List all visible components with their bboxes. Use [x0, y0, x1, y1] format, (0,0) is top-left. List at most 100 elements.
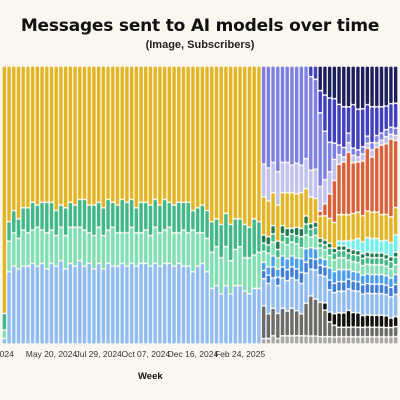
- bar-segment: [304, 262, 308, 273]
- bar-segment: [393, 66, 398, 103]
- bar-segment: [285, 245, 289, 259]
- bar-segment: [271, 267, 275, 278]
- bar-segment: [351, 105, 355, 148]
- bar-segment: [323, 216, 327, 240]
- bar-segment: [120, 263, 124, 344]
- bar-segment: [162, 230, 167, 263]
- bar-segment: [115, 233, 120, 266]
- bar-segment: [337, 291, 341, 313]
- bar-segment: [271, 193, 275, 226]
- bar-segment: [276, 241, 280, 249]
- bar-segment: [379, 327, 384, 337]
- bar-segment: [365, 327, 370, 337]
- bar-segment: [177, 263, 181, 344]
- bar-segment: [144, 263, 148, 344]
- bar-segment: [261, 251, 266, 262]
- x-tick-label: 2024: [0, 349, 14, 359]
- bar-segment: [200, 263, 205, 344]
- bar-segment: [257, 66, 261, 222]
- bar-segment: [96, 66, 101, 202]
- bar-segment: [54, 236, 58, 266]
- bar-segment: [318, 302, 322, 337]
- bar-segment: [393, 252, 398, 257]
- x-tick-label: Feb 24, 2025: [215, 349, 265, 359]
- bar-segment: [257, 222, 261, 252]
- bar-segment: [261, 271, 266, 278]
- chart-title: Messages sent to AI models over time: [20, 16, 380, 36]
- bar-segment: [375, 212, 379, 238]
- bar-segment: [389, 134, 393, 139]
- bar-segment: [290, 308, 294, 336]
- bar-segment: [120, 233, 124, 263]
- bar-segment: [384, 259, 388, 266]
- bar-segment: [346, 279, 351, 289]
- bar-segment: [393, 265, 398, 274]
- bar-segment: [294, 258, 299, 269]
- bar-segment: [346, 66, 351, 107]
- bar-segment: [360, 154, 365, 161]
- x-tick-label: Jul 29, 2024: [75, 349, 122, 359]
- bar-segment: [323, 337, 327, 344]
- bar-segment: [309, 66, 313, 77]
- bar-segment: [389, 278, 393, 287]
- bar-segment: [271, 242, 275, 256]
- bar-segment: [360, 294, 365, 315]
- bar-segment: [285, 162, 289, 193]
- bar-segment: [195, 266, 200, 344]
- x-axis-label: Week: [138, 371, 163, 382]
- bar-segment: [346, 327, 351, 337]
- bar-segment: [294, 236, 299, 244]
- bar-segment: [87, 263, 91, 344]
- bar-segment: [82, 230, 87, 266]
- bar-segment: [68, 66, 73, 202]
- bar-segment: [337, 337, 341, 344]
- bar-segment: [365, 252, 370, 257]
- bar-segment: [299, 259, 304, 272]
- bar-segment: [129, 200, 134, 227]
- bar-segment: [379, 140, 384, 145]
- bar-segment: [125, 202, 129, 233]
- bar-segment: [318, 211, 322, 216]
- bar-segment: [101, 208, 106, 235]
- bar-segment: [360, 266, 365, 275]
- bar-segment: [323, 131, 327, 180]
- bar-segment: [304, 66, 308, 159]
- bar-segment: [276, 314, 280, 338]
- bar-segment: [285, 270, 289, 281]
- bar-segment: [304, 224, 308, 235]
- bar-segment: [243, 225, 247, 258]
- bar-segment: [276, 277, 280, 286]
- bar-segment: [360, 316, 365, 327]
- bar-segment: [332, 248, 337, 253]
- bar-segment: [73, 266, 77, 344]
- bar-segment: [299, 248, 304, 259]
- bar-segment: [384, 285, 388, 294]
- bar-segment: [318, 91, 322, 113]
- bar-area: [2, 66, 398, 344]
- bar-segment: [290, 336, 294, 344]
- bar-segment: [342, 107, 346, 147]
- bar-segment: [375, 107, 379, 135]
- bar-segment: [82, 66, 87, 199]
- bar-segment: [351, 262, 355, 271]
- bar-segment: [63, 208, 68, 235]
- bar-segment: [309, 336, 313, 344]
- bar-segment: [332, 253, 337, 260]
- bar-segment: [271, 226, 275, 234]
- bar-segment: [379, 215, 384, 241]
- bar-segment: [294, 227, 299, 235]
- bar-segment: [247, 294, 252, 344]
- bar-segment: [318, 243, 322, 248]
- bar-segment: [342, 162, 346, 214]
- bar-segment: [290, 165, 294, 193]
- bar-segment: [351, 148, 355, 155]
- bar-segment: [313, 228, 318, 235]
- bar-segment: [243, 258, 247, 291]
- bar-segment: [63, 66, 68, 208]
- bar-segment: [337, 155, 341, 164]
- bar-segment: [247, 227, 252, 258]
- bar-segment: [111, 202, 115, 227]
- bar-segment: [342, 258, 346, 270]
- bar-segment: [384, 137, 388, 144]
- bar-segment: [45, 202, 49, 233]
